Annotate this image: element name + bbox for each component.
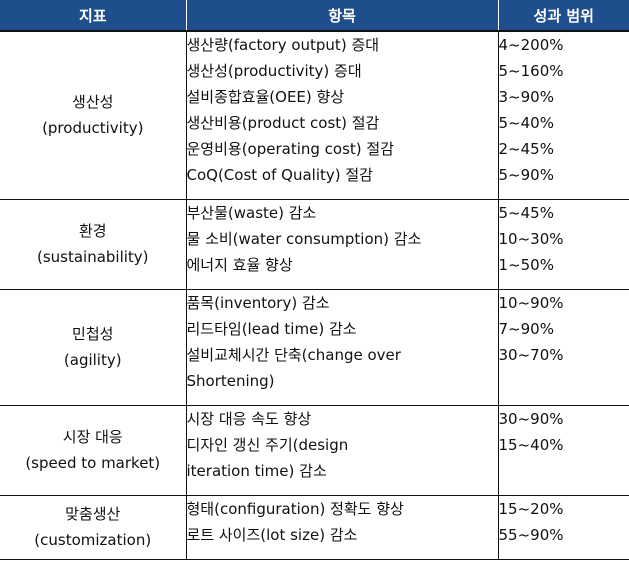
table-row-productivity: 생산성 (productivity) 생산량(factory output) 증… xyxy=(0,31,629,200)
items-cell: 품목(inventory) 감소 리드타임(lead time) 감소 설비교체… xyxy=(185,289,498,406)
items-cell: 생산량(factory output) 증대 생산성(productivity)… xyxy=(185,31,498,200)
range-text: 30~90% xyxy=(498,409,564,428)
indicator-sub: (sustainability) xyxy=(36,248,149,266)
range-text: 4~200% xyxy=(498,36,564,54)
range-text: 1~50% xyxy=(498,255,554,274)
ranges-cell: 4~200% 5~160% 3~90% 5~40% 2~45% 5~90% xyxy=(497,31,629,200)
ranges-cell: 5~45% 10~30% 1~50% xyxy=(497,199,629,290)
range-text: 5~45% xyxy=(498,203,554,222)
indicator-sub: (speed to market) xyxy=(25,454,161,472)
range-text: 15~20% xyxy=(498,499,564,518)
item-text: 운영비용(operating cost) 절감 xyxy=(186,140,395,158)
ranges-cell: 10~90% 7~90% 30~70% xyxy=(497,289,629,406)
range-text: 5~90% xyxy=(498,166,554,184)
range-text: 3~90% xyxy=(498,88,554,106)
range-text: 10~30% xyxy=(498,229,564,248)
header-row: 지표 항목 성과 범위 xyxy=(0,0,629,32)
item-text: 생산성(productivity) 증대 xyxy=(186,62,362,80)
header-item: 항목 xyxy=(185,0,498,32)
item-text: 부산물(waste) 감소 xyxy=(186,203,317,222)
table-row-customization: 맞춤생산 (customization) 형태(configuration) 정… xyxy=(0,495,629,560)
item-text: 형태(configuration) 정확도 향상 xyxy=(186,499,404,518)
indicator-name: 맞춤생산 xyxy=(65,505,121,523)
ranges-cell: 15~20% 55~90% xyxy=(497,495,629,560)
item-text: 생산량(factory output) 증대 xyxy=(186,36,380,54)
indicator-sub: (customization) xyxy=(34,531,152,549)
item-text: 설비종합효율(OEE) 향상 xyxy=(186,88,345,106)
item-text: 로트 사이즈(lot size) 감소 xyxy=(186,525,358,544)
item-text: 설비교체시간 단축(change over xyxy=(186,345,401,364)
table-row-agility: 민첩성 (agility) 품목(inventory) 감소 리드타임(lead… xyxy=(0,289,629,406)
range-text: 5~40% xyxy=(498,114,554,132)
table-row-speed-to-market: 시장 대응 (speed to market) 시장 대응 속도 향상 디자인 … xyxy=(0,405,629,496)
ranges-cell: 30~90% 15~40% xyxy=(497,405,629,496)
indicator-cell: 시장 대응 (speed to market) xyxy=(0,405,186,496)
items-cell: 시장 대응 속도 향상 디자인 갱신 주기(design iteration t… xyxy=(185,405,498,496)
range-text: 5~160% xyxy=(498,62,564,80)
range-text: 10~90% xyxy=(498,293,564,312)
item-text: 리드타임(lead time) 감소 xyxy=(186,319,357,338)
indicator-cell: 민첩성 (agility) xyxy=(0,289,186,406)
item-text: Shortening) xyxy=(186,371,275,390)
range-text: 30~70% xyxy=(498,345,564,364)
table-row-sustainability: 환경 (sustainability) 부산물(waste) 감소 물 소비(w… xyxy=(0,199,629,290)
header-indicator: 지표 xyxy=(0,0,186,32)
item-text: 품목(inventory) 감소 xyxy=(186,293,330,312)
items-cell: 형태(configuration) 정확도 향상 로트 사이즈(lot size… xyxy=(185,495,498,560)
range-text: 55~90% xyxy=(498,525,564,544)
indicator-cell: 생산성 (productivity) xyxy=(0,31,186,200)
items-cell: 부산물(waste) 감소 물 소비(water consumption) 감소… xyxy=(185,199,498,290)
indicator-sub: (agility) xyxy=(63,351,122,369)
item-text: 생산비용(product cost) 절감 xyxy=(186,114,380,132)
range-text: 7~90% xyxy=(498,319,554,338)
indicator-name: 생산성 xyxy=(72,93,114,112)
indicator-name: 민첩성 xyxy=(72,325,114,343)
item-text: 물 소비(water consumption) 감소 xyxy=(186,229,422,248)
indicator-name: 시장 대응 xyxy=(62,428,123,446)
item-text: iteration time) 감소 xyxy=(186,461,327,480)
item-text: 에너지 효율 향상 xyxy=(186,255,293,274)
item-text: CoQ(Cost of Quality) 절감 xyxy=(186,166,373,184)
item-text: 디자인 갱신 주기(design xyxy=(186,435,349,454)
item-text: 시장 대응 속도 향상 xyxy=(186,409,312,428)
indicator-cell: 환경 (sustainability) xyxy=(0,199,186,290)
range-text: 15~40% xyxy=(498,435,564,454)
indicator-name: 환경 xyxy=(78,222,107,240)
indicator-sub: (productivity) xyxy=(42,119,144,138)
range-text: 2~45% xyxy=(498,140,554,158)
header-range: 성과 범위 xyxy=(497,0,629,32)
indicator-cell: 맞춤생산 (customization) xyxy=(0,495,186,560)
